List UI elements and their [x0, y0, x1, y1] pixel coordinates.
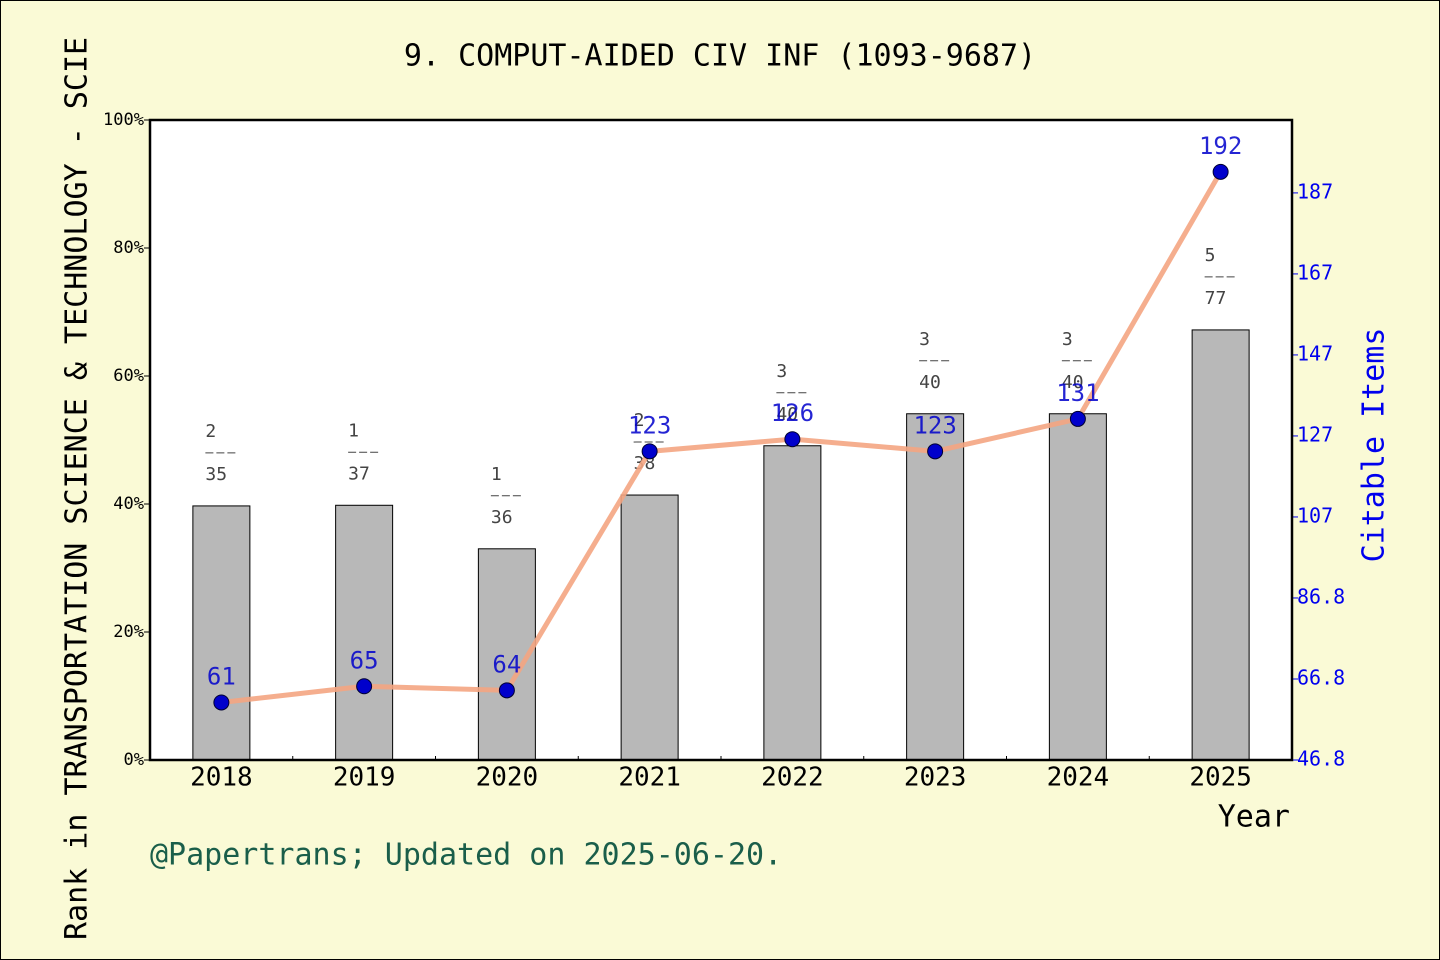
total-label: 36: [491, 507, 513, 528]
bar: [906, 413, 965, 761]
marker: [1069, 410, 1086, 427]
y-tick-label: 0%: [124, 750, 144, 770]
y2-tick-label: 127: [1297, 422, 1333, 446]
x-tick-label: 2021: [618, 763, 681, 793]
x-tick-label: 2023: [904, 763, 967, 793]
y-tick-label: 100%: [103, 110, 144, 130]
rank-label: 3: [1062, 329, 1073, 350]
value-label: 131: [1056, 379, 1099, 407]
value-label: 64: [492, 650, 521, 678]
marker: [641, 443, 658, 460]
y2-tick-label: 46.8: [1297, 747, 1345, 771]
marker: [498, 682, 515, 699]
plot-frame: [148, 118, 1294, 762]
value-label: 123: [628, 411, 671, 439]
marker: [213, 694, 230, 711]
x-tick-label: 2019: [333, 763, 396, 793]
x-tick-label: 2022: [761, 763, 824, 793]
y2-tick-label: 86.8: [1297, 584, 1345, 608]
total-label: 40: [919, 372, 941, 393]
marker: [784, 431, 801, 448]
y-tick-label: 60%: [113, 366, 144, 386]
rank-label: 1: [491, 464, 502, 485]
y2-tick-label: 66.8: [1297, 665, 1345, 689]
bar: [335, 504, 394, 761]
y2-tick-label: 147: [1297, 341, 1333, 365]
rank-label: 3: [919, 329, 930, 350]
value-label: 192: [1199, 132, 1242, 160]
y-tick-label: 40%: [113, 494, 144, 514]
bar: [1191, 329, 1250, 761]
value-label: 65: [350, 646, 379, 674]
x-tick-label: 2018: [190, 763, 253, 793]
value-label: 61: [207, 662, 236, 690]
bar: [763, 445, 822, 761]
rank-label: 2: [205, 421, 216, 442]
rank-label: 2: [634, 410, 645, 431]
y-tick-label: 80%: [113, 238, 144, 258]
x-axis-label: Year: [1218, 800, 1290, 835]
x-tick-label: 2020: [476, 763, 539, 793]
bar: [192, 505, 251, 761]
x-tick-label: 2025: [1189, 763, 1252, 793]
y2-tick-label: 107: [1297, 503, 1333, 527]
rank-label: 5: [1205, 245, 1216, 266]
total-label: 40: [1062, 372, 1084, 393]
marker: [356, 678, 373, 695]
line: [221, 170, 1223, 705]
marker: [1212, 163, 1229, 180]
value-label: 123: [913, 411, 956, 439]
x-tick-label: 2024: [1047, 763, 1110, 793]
marker: [927, 443, 944, 460]
y2-tick-label: 187: [1297, 179, 1333, 203]
bar: [620, 494, 679, 761]
y2-axis-label: Citable Items: [1357, 328, 1392, 563]
y-tick-label: 20%: [113, 622, 144, 642]
footer: @Papertrans; Updated on 2025-06-20.: [150, 838, 782, 873]
rank-label: 3: [776, 361, 787, 382]
rank-label: 1: [348, 420, 359, 441]
y2-tick-label: 167: [1297, 260, 1333, 284]
y-axis-label: Rank in TRANSPORTATION SCIENCE & TECHNOL…: [60, 37, 95, 940]
total-label: 77: [1205, 288, 1227, 309]
total-label: 40: [776, 404, 798, 425]
bar: [1048, 413, 1107, 761]
total-label: 37: [348, 463, 370, 484]
total-label: 35: [205, 464, 227, 485]
chart-title: 9. COMPUT-AIDED CIV INF (1093-9687): [404, 39, 1036, 74]
value-label: 126: [771, 399, 814, 427]
plot-area: [150, 120, 1292, 760]
